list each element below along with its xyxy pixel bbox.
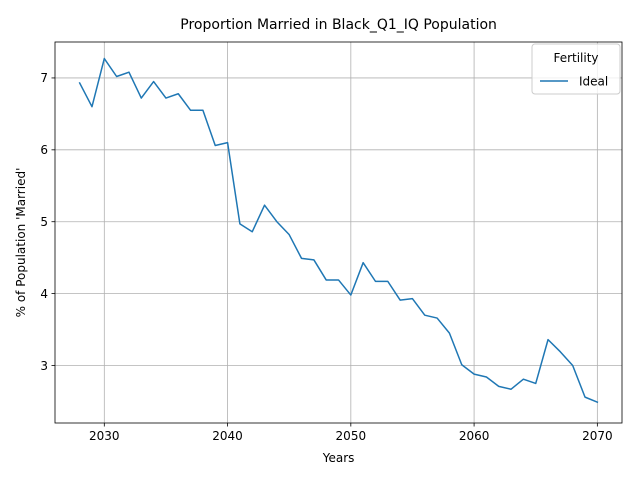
x-axis: 2030 2040 2050 2060 2070 — [89, 423, 613, 443]
plot-area-frame — [54, 41, 623, 424]
x-tick-label: 2030 — [89, 429, 120, 443]
y-tick-label: 3 — [40, 359, 48, 373]
x-tick-label: 2050 — [336, 429, 367, 443]
grid — [55, 42, 622, 423]
y-axis: 3 4 5 6 7 — [40, 71, 55, 373]
y-axis-label: % of Population 'Married' — [14, 168, 28, 318]
x-axis-label: Years — [322, 451, 355, 465]
y-tick-label: 4 — [40, 287, 48, 301]
chart-title: Proportion Married in Black_Q1_IQ Popula… — [180, 17, 497, 33]
legend-title: Fertility — [553, 51, 598, 65]
legend-label-ideal: Ideal — [579, 75, 608, 89]
series-lines — [78, 57, 599, 404]
series-line-ideal — [78, 57, 599, 404]
legend: Fertility Ideal — [531, 43, 621, 95]
y-tick-label: 6 — [40, 143, 48, 157]
x-tick-label: 2070 — [582, 429, 613, 443]
x-tick-label: 2040 — [212, 429, 243, 443]
x-tick-label: 2060 — [459, 429, 490, 443]
y-tick-label: 7 — [40, 71, 48, 85]
y-tick-label: 5 — [40, 215, 48, 229]
